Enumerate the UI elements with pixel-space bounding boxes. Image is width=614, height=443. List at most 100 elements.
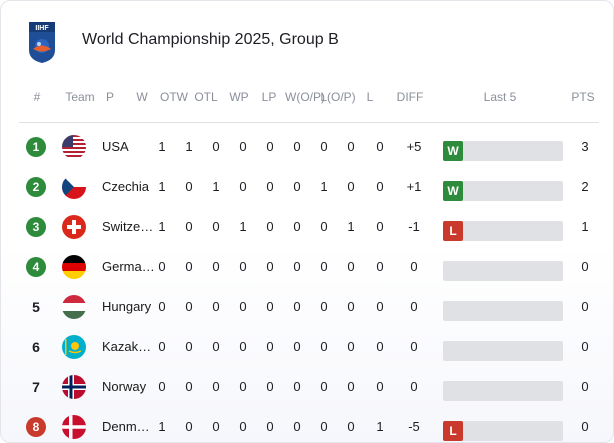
stat-diff: 0 [410, 339, 418, 354]
hungary-flag-icon [62, 295, 86, 319]
table-row[interactable]: 4 Germa… 0 0 0 0 0 0 0 0 0 0 0 [1, 247, 613, 287]
team-name[interactable]: Czechia [102, 179, 149, 194]
stat-pts: 0 [581, 299, 589, 314]
last5-track [443, 381, 563, 401]
stat-l: 1 [376, 419, 384, 434]
table-row[interactable]: 7 Norway 0 0 0 0 0 0 0 0 0 0 0 [1, 367, 613, 407]
stat-diff: 0 [410, 259, 418, 274]
column-header-diff: DIFF [396, 90, 424, 104]
last5-track [443, 181, 563, 201]
team-name[interactable]: Norway [102, 379, 147, 394]
column-header-lop: L(O/P) [320, 90, 356, 104]
column-header-otw: OTW [160, 90, 188, 104]
stat-otw: 0 [212, 379, 220, 394]
stat-w: 0 [185, 179, 193, 194]
column-header-position: # [33, 90, 41, 104]
stat-otl: 0 [239, 179, 247, 194]
stat-p: 0 [158, 339, 166, 354]
stat-w: 0 [185, 259, 193, 274]
stat-pts: 3 [581, 139, 589, 154]
switzerland-flag-icon [62, 215, 86, 239]
team-name[interactable]: Hungary [102, 299, 152, 314]
stat-lop: 0 [347, 179, 355, 194]
denmark-flag-icon [62, 415, 86, 439]
stat-wop: 0 [320, 299, 328, 314]
table-row[interactable]: 8 Denm… 1 0 0 0 0 0 0 0 1 -5 0 L [1, 407, 613, 442]
team-name[interactable]: Kazak… [102, 339, 152, 354]
last5-track [443, 141, 563, 161]
loss-result-badge: L [443, 221, 463, 241]
page-title: World Championship 2025, Group B [82, 31, 339, 48]
table-row[interactable]: 2 Czechia 1 0 1 0 0 0 1 0 0 +1 2 W [1, 167, 613, 207]
column-header-played: P [105, 90, 114, 104]
svg-text:IIHF: IIHF [35, 25, 49, 32]
header-divider [19, 122, 599, 123]
table-row[interactable]: 5 Hungary 0 0 0 0 0 0 0 0 0 0 0 [1, 287, 613, 327]
stat-otl: 0 [239, 419, 247, 434]
stat-otw: 0 [212, 259, 220, 274]
stat-w: 0 [185, 299, 193, 314]
stat-otw: 0 [212, 299, 220, 314]
position-number: 6 [32, 339, 40, 355]
stat-lop: 0 [347, 139, 355, 154]
stat-pts: 0 [581, 419, 589, 434]
stat-lp: 0 [293, 299, 301, 314]
stat-diff: 0 [410, 299, 418, 314]
stat-wp: 0 [266, 179, 274, 194]
stat-pts: 0 [581, 259, 589, 274]
position-number: 5 [32, 299, 40, 315]
stat-p: 1 [158, 179, 166, 194]
stat-wp: 0 [266, 139, 274, 154]
stat-wop: 0 [320, 419, 328, 434]
last5-track [443, 261, 563, 281]
stat-wop: 0 [320, 339, 328, 354]
stat-pts: 1 [581, 219, 589, 234]
stat-p: 0 [158, 259, 166, 274]
stat-wop: 0 [320, 219, 328, 234]
column-header-wins: W [136, 90, 148, 104]
stat-wop: 0 [320, 139, 328, 154]
column-header-lp: LP [261, 90, 277, 104]
last5-track [443, 421, 563, 441]
czechia-flag-icon [62, 175, 86, 199]
team-name[interactable]: USA [102, 139, 129, 154]
germany-flag-icon [62, 255, 86, 279]
stat-wp: 0 [266, 219, 274, 234]
position-badge: 2 [26, 177, 46, 197]
stat-lp: 0 [293, 139, 301, 154]
loss-result-badge: L [443, 421, 463, 441]
stat-otw: 0 [212, 339, 220, 354]
stat-l: 0 [376, 259, 384, 274]
table-row[interactable]: 3 Switze… 1 0 0 1 0 0 0 1 0 -1 1 L [1, 207, 613, 247]
stat-w: 0 [185, 219, 193, 234]
stat-p: 0 [158, 299, 166, 314]
position-badge: 8 [26, 417, 46, 437]
standings-header: IIHF World Championship 2025, Group B [1, 1, 613, 81]
stat-l: 0 [376, 139, 384, 154]
table-row[interactable]: 6 Kazak… 0 0 0 0 0 0 0 0 0 0 0 [1, 327, 613, 367]
stat-lp: 0 [293, 259, 301, 274]
stat-w: 0 [185, 379, 193, 394]
position-number: 7 [32, 379, 40, 395]
win-result-badge: W [443, 141, 463, 161]
last5-track [443, 221, 563, 241]
stat-wop: 0 [320, 379, 328, 394]
norway-flag-icon [62, 375, 86, 399]
column-header-wp: WP [229, 90, 249, 104]
table-row[interactable]: 1 USA 1 1 0 0 0 0 0 0 0 +5 3 W [1, 127, 613, 167]
iihf-logo-icon: IIHF [27, 20, 57, 64]
last5-track [443, 301, 563, 321]
stat-diff: -5 [408, 419, 420, 434]
stat-otw: 0 [212, 139, 220, 154]
stat-pts: 0 [581, 339, 589, 354]
stat-p: 1 [158, 139, 166, 154]
stat-w: 0 [185, 339, 193, 354]
team-name[interactable]: Switze… [102, 219, 154, 234]
team-name[interactable]: Germa… [102, 259, 155, 274]
stat-l: 0 [376, 379, 384, 394]
team-name[interactable]: Denm… [102, 419, 150, 434]
stat-p: 1 [158, 419, 166, 434]
stat-w: 0 [185, 419, 193, 434]
column-header-losses: L [366, 90, 374, 104]
stat-lp: 0 [293, 179, 301, 194]
